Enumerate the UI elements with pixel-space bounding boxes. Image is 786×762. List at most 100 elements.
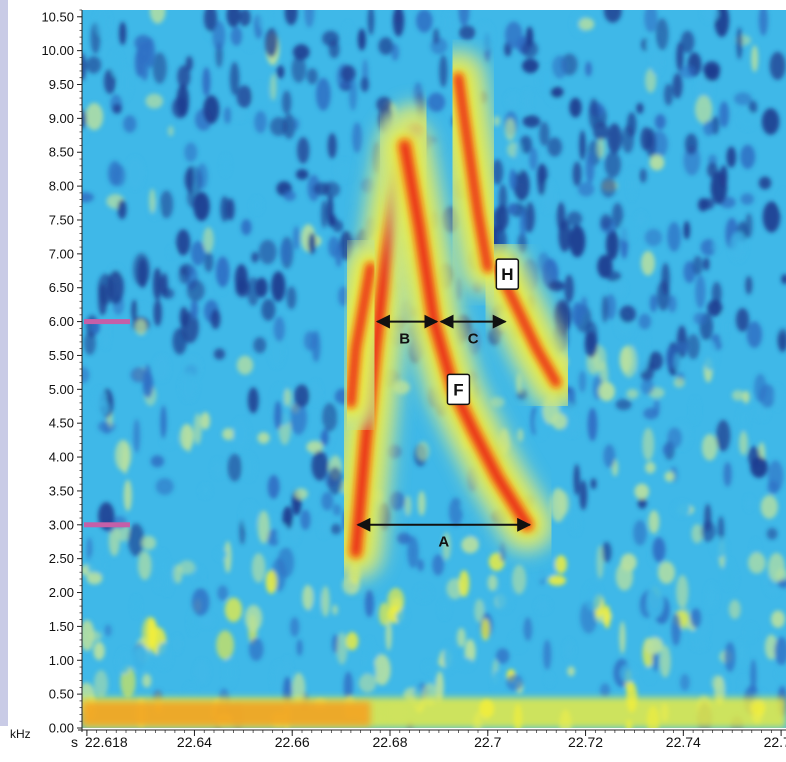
noise-speck <box>82 53 87 81</box>
noise-speck <box>458 10 470 27</box>
noise-speck <box>417 559 424 572</box>
noise-speck <box>558 219 571 252</box>
noise-speck <box>367 10 375 36</box>
noise-speck <box>619 305 636 323</box>
noise-speck <box>283 190 296 202</box>
noise-speck <box>673 377 685 388</box>
noise-speck <box>758 10 768 36</box>
noise-speck <box>439 599 450 619</box>
noise-speck <box>229 61 240 96</box>
noise-speck <box>196 163 208 190</box>
noise-speck <box>258 239 277 265</box>
noise-speck <box>212 459 223 478</box>
noise-speck <box>295 169 309 180</box>
noise-speck <box>247 387 259 414</box>
noise-speck <box>385 618 392 651</box>
noise-speck <box>108 526 120 557</box>
noise-speck <box>723 461 732 487</box>
noise-speck <box>600 177 617 198</box>
noise-speck <box>244 604 263 632</box>
noise-speck <box>523 89 532 115</box>
noise-speck <box>294 488 308 500</box>
y-tick-label-2.50: 2.50 <box>49 551 74 566</box>
noise-speck <box>711 675 722 690</box>
noise-speck <box>82 619 95 651</box>
reference-mark-1 <box>84 522 130 528</box>
noise-speck <box>117 199 127 220</box>
noise-speck <box>213 348 226 360</box>
noise-speck <box>143 364 152 392</box>
noise-speck <box>702 198 715 210</box>
noise-speck <box>190 299 199 320</box>
noise-speck <box>132 596 140 617</box>
noise-speck <box>261 298 276 321</box>
noise-speck <box>704 503 712 533</box>
noise-speck <box>635 212 647 227</box>
reference-marks <box>84 319 130 528</box>
noise-speck <box>85 102 104 131</box>
energy-tracks <box>320 47 587 582</box>
noise-speck <box>417 490 426 516</box>
noise-speck <box>499 541 507 563</box>
noise-speck <box>391 43 400 61</box>
noise-speck <box>396 532 412 545</box>
y-tick-label-0.50: 0.50 <box>49 687 74 702</box>
noise-speck <box>739 431 748 456</box>
noise-speck <box>444 10 456 39</box>
noise-speck <box>569 97 582 118</box>
noise-speck <box>671 613 681 646</box>
noise-speck <box>329 214 337 227</box>
noise-speck <box>606 270 621 282</box>
noise-speck <box>248 637 264 661</box>
noise-speck <box>332 604 338 615</box>
noise-speck <box>297 137 310 164</box>
noise-speck <box>223 657 236 688</box>
noise-speck <box>283 388 292 407</box>
noise-speck <box>112 103 122 114</box>
noise-speck <box>456 627 466 648</box>
noise-speck <box>748 552 766 574</box>
low-frequency-band <box>82 697 786 728</box>
noise-speck <box>754 373 767 403</box>
noise-speck <box>537 163 547 196</box>
noise-speck <box>461 536 479 554</box>
noise-speck <box>679 65 697 79</box>
noise-speck <box>522 58 539 74</box>
x-tick-label-22.66: 22.66 <box>275 734 310 750</box>
noise-speck <box>662 444 671 456</box>
noise-speck <box>94 670 108 698</box>
noise-speck <box>603 605 611 629</box>
y-tick-label-6.50: 6.50 <box>49 280 74 295</box>
noise-speck <box>155 580 163 592</box>
y-tick-label-10.00: 10.00 <box>41 43 74 58</box>
noise-speck <box>547 137 563 157</box>
noise-speck <box>646 585 664 619</box>
noise-speck <box>619 621 626 654</box>
noise-speck <box>585 152 595 184</box>
noise-speck <box>204 251 214 273</box>
noise-speck <box>194 572 203 585</box>
noise-speck <box>535 553 547 581</box>
noise-speck <box>652 537 666 563</box>
noise-speck <box>588 98 599 130</box>
noise-speck <box>751 45 759 72</box>
y-tick-label-5.00: 5.00 <box>49 382 74 397</box>
noise-speck <box>564 274 574 303</box>
noise-speck <box>149 188 156 214</box>
noise-speck <box>573 463 580 496</box>
x-tick-label-22.76: 22.76 <box>764 734 786 750</box>
noise-speck <box>729 231 747 262</box>
noise-speck <box>443 642 455 673</box>
noise-speck <box>131 299 138 322</box>
noise-speck <box>157 550 168 575</box>
noise-speck <box>664 471 675 482</box>
noise-speck <box>474 598 485 623</box>
y-tick-label-8.00: 8.00 <box>49 179 74 194</box>
noise-speck <box>167 125 174 137</box>
noise-speck <box>270 73 277 101</box>
noise-speck <box>119 21 127 46</box>
noise-speck <box>646 128 657 159</box>
y-tick-label-6.00: 6.00 <box>49 314 74 329</box>
noise-speck <box>767 460 784 493</box>
noise-speck <box>605 293 617 320</box>
